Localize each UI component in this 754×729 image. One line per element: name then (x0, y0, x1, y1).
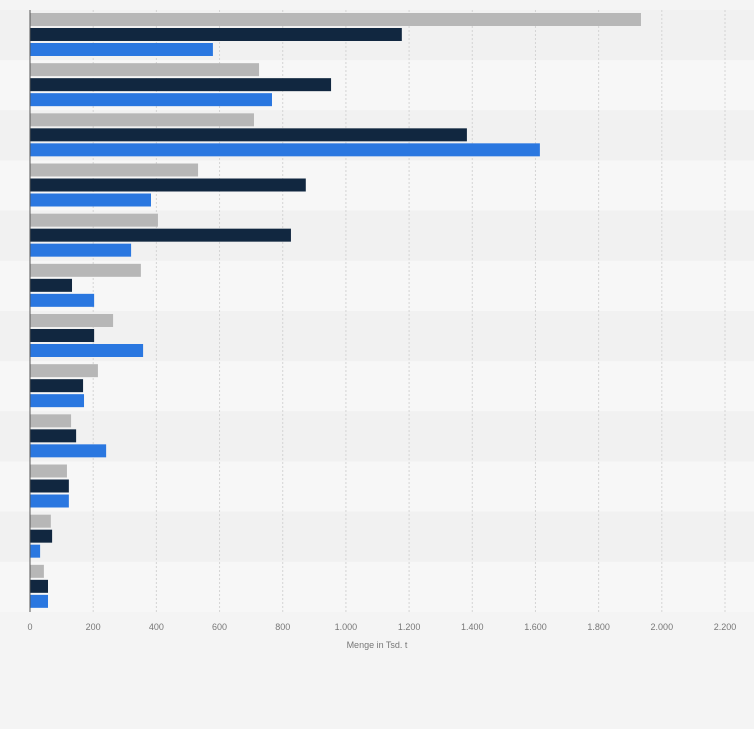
x-tick-label: 800 (275, 622, 290, 632)
x-tick-label: 1.200 (398, 622, 421, 632)
bar-series-2[interactable] (30, 78, 332, 92)
bar-series-1[interactable] (30, 314, 114, 327)
bar-series-2[interactable] (30, 529, 53, 543)
category-band (0, 361, 754, 412)
x-tick-label: 400 (149, 622, 164, 632)
x-tick-label: 200 (86, 622, 101, 632)
bar-series-3[interactable] (30, 544, 41, 558)
bar-series-1[interactable] (30, 213, 158, 227)
bar-series-2[interactable] (30, 28, 402, 41)
bar-series-1[interactable] (30, 514, 51, 528)
x-axis-label: Menge in Tsd. t (347, 640, 408, 650)
bar-series-1[interactable] (30, 564, 44, 578)
bar-series-2[interactable] (30, 178, 306, 192)
bar-series-3[interactable] (30, 344, 144, 357)
bar-series-3[interactable] (30, 43, 213, 56)
bar-series-1[interactable] (30, 364, 98, 378)
bar-series-3[interactable] (30, 243, 132, 257)
bar-series-1[interactable] (30, 464, 67, 478)
bar-series-3[interactable] (30, 293, 95, 307)
x-tick-label: 1.000 (335, 622, 358, 632)
bar-series-2[interactable] (30, 379, 84, 393)
bar-series-2[interactable] (30, 329, 95, 342)
bar-series-3[interactable] (30, 594, 49, 608)
bar-series-3[interactable] (30, 494, 69, 508)
x-tick-label: 1.800 (587, 622, 610, 632)
x-tick-label: 1.400 (461, 622, 484, 632)
bar-series-2[interactable] (30, 579, 49, 593)
x-tick-label: 600 (212, 622, 227, 632)
bar-series-2[interactable] (30, 128, 467, 142)
bar-series-2[interactable] (30, 228, 291, 242)
bar-series-1[interactable] (30, 263, 141, 277)
category-band (0, 411, 754, 462)
bar-series-3[interactable] (30, 93, 272, 107)
bar-series-1[interactable] (30, 414, 72, 428)
category-band (0, 511, 754, 562)
bar-series-3[interactable] (30, 394, 85, 408)
bar-series-3[interactable] (30, 444, 107, 458)
bar-series-3[interactable] (30, 193, 151, 207)
category-band (0, 461, 754, 512)
bar-series-1[interactable] (30, 163, 199, 177)
x-tick-label: 1.600 (524, 622, 547, 632)
bar-series-2[interactable] (30, 429, 77, 443)
x-tick-label: 2.200 (714, 622, 737, 632)
bar-series-1[interactable] (30, 113, 254, 127)
bar-series-2[interactable] (30, 479, 69, 493)
bar-series-1[interactable] (30, 13, 641, 26)
bar-series-1[interactable] (30, 63, 260, 77)
x-tick-label: 0 (27, 622, 32, 632)
category-band (0, 561, 754, 612)
x-tick-label: 2.000 (651, 622, 674, 632)
bar-series-2[interactable] (30, 278, 73, 292)
bar-series-3[interactable] (30, 143, 540, 157)
